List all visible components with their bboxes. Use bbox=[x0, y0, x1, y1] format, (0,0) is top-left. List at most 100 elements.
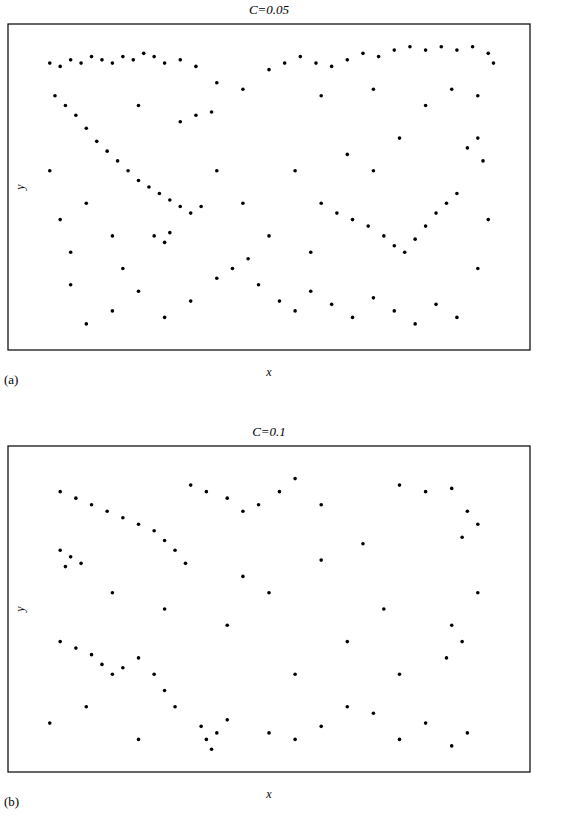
point bbox=[178, 205, 182, 209]
point bbox=[241, 202, 245, 206]
point bbox=[372, 296, 376, 300]
point bbox=[283, 61, 287, 65]
point bbox=[246, 257, 250, 261]
point bbox=[58, 640, 62, 644]
point bbox=[241, 509, 245, 513]
point bbox=[471, 45, 475, 49]
point bbox=[100, 58, 104, 62]
point bbox=[152, 529, 156, 533]
point bbox=[189, 299, 193, 303]
point bbox=[152, 672, 156, 676]
point bbox=[178, 120, 182, 124]
point bbox=[58, 218, 62, 222]
point bbox=[346, 58, 350, 62]
point bbox=[64, 565, 68, 569]
point bbox=[64, 104, 68, 108]
point bbox=[450, 624, 454, 628]
axis-title: x bbox=[265, 365, 272, 379]
point bbox=[346, 153, 350, 157]
point bbox=[450, 87, 454, 91]
point bbox=[199, 725, 203, 729]
frame bbox=[8, 24, 530, 350]
point bbox=[111, 672, 115, 676]
point bbox=[85, 322, 89, 326]
figure: C=0.05xy(a)C=0.1xy(b) bbox=[0, 0, 565, 820]
point bbox=[424, 721, 428, 725]
point bbox=[319, 503, 323, 507]
point bbox=[351, 316, 355, 320]
point bbox=[199, 205, 203, 209]
frame bbox=[8, 446, 530, 772]
point bbox=[293, 309, 297, 313]
point bbox=[85, 202, 89, 206]
point bbox=[158, 192, 162, 196]
point bbox=[346, 705, 350, 709]
point bbox=[111, 61, 115, 65]
point bbox=[319, 94, 323, 98]
point bbox=[361, 542, 365, 546]
point bbox=[309, 290, 313, 294]
point bbox=[278, 490, 282, 494]
panel: C=0.1xy(b) bbox=[4, 424, 530, 809]
point bbox=[476, 591, 480, 595]
point bbox=[293, 672, 297, 676]
point bbox=[85, 705, 89, 709]
point bbox=[439, 45, 443, 49]
point bbox=[111, 234, 115, 238]
point bbox=[392, 244, 396, 248]
point bbox=[445, 656, 449, 660]
point bbox=[314, 61, 318, 65]
point bbox=[58, 549, 62, 553]
point bbox=[225, 496, 229, 500]
point bbox=[85, 127, 89, 131]
point bbox=[79, 562, 83, 566]
point bbox=[137, 522, 141, 526]
point bbox=[267, 591, 271, 595]
point bbox=[173, 705, 177, 709]
point bbox=[74, 646, 78, 650]
point bbox=[121, 267, 125, 271]
point bbox=[173, 549, 177, 553]
point bbox=[413, 237, 417, 241]
point bbox=[424, 490, 428, 494]
point bbox=[424, 104, 428, 108]
point bbox=[147, 185, 151, 189]
point bbox=[460, 535, 464, 539]
point bbox=[163, 61, 167, 65]
point bbox=[48, 61, 52, 65]
axis-title: y bbox=[13, 606, 27, 613]
point bbox=[476, 94, 480, 98]
point bbox=[215, 169, 219, 173]
point bbox=[351, 218, 355, 222]
point bbox=[398, 738, 402, 742]
point bbox=[121, 55, 125, 59]
point bbox=[346, 640, 350, 644]
point bbox=[90, 503, 94, 507]
point bbox=[194, 113, 198, 117]
point bbox=[361, 52, 365, 56]
point bbox=[476, 522, 480, 526]
point bbox=[95, 140, 99, 144]
point bbox=[424, 224, 428, 228]
point bbox=[398, 672, 402, 676]
point bbox=[241, 575, 245, 579]
point bbox=[205, 738, 209, 742]
point bbox=[137, 179, 141, 183]
point bbox=[225, 624, 229, 628]
point bbox=[137, 290, 141, 294]
point bbox=[137, 656, 141, 660]
point bbox=[100, 663, 104, 667]
point bbox=[163, 539, 167, 543]
point bbox=[48, 169, 52, 173]
point bbox=[178, 58, 182, 62]
point bbox=[267, 234, 271, 238]
point bbox=[189, 211, 193, 215]
point bbox=[74, 113, 78, 117]
point bbox=[90, 653, 94, 657]
point bbox=[408, 45, 412, 49]
point bbox=[330, 303, 334, 307]
point bbox=[231, 267, 235, 271]
point bbox=[121, 516, 125, 520]
point bbox=[215, 81, 219, 85]
point bbox=[413, 322, 417, 326]
